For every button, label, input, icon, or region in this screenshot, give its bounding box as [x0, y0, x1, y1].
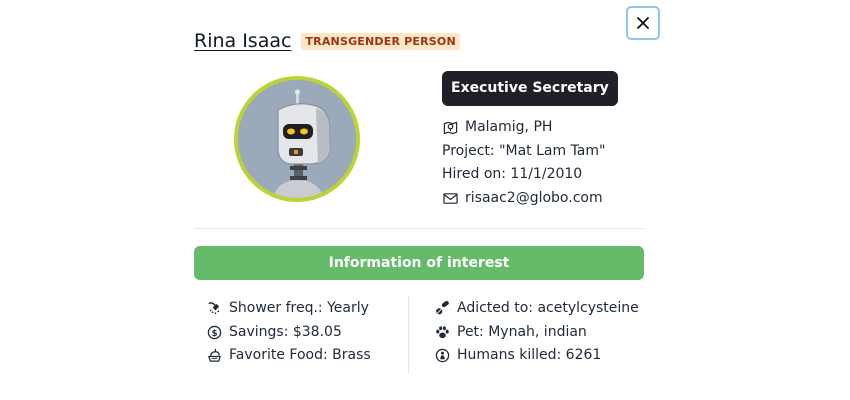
envelope-icon [442, 190, 458, 206]
location-text: Malamig, PH [465, 119, 553, 135]
email-row: risaac2@globo.com [442, 187, 605, 211]
item-text: Pet: Mynah, indian [457, 323, 587, 340]
information-of-interest-button[interactable]: Information of interest [194, 246, 644, 280]
section-divider [194, 228, 644, 229]
column-separator [408, 296, 409, 374]
close-icon [635, 15, 651, 31]
item-text: Savings: $38.05 [229, 323, 342, 340]
hired-text: Hired on: 11/1/2010 [442, 166, 583, 182]
item-text: Humans killed: 6261 [457, 347, 602, 363]
paw-icon [434, 324, 450, 340]
item-text: Adicted to: acetylcysteine [457, 300, 639, 316]
avatar [234, 76, 360, 202]
interest-list-right: Adicted to: acetylcysteine Pet: Mynah, i… [434, 297, 639, 368]
gender-badge: TRANSGENDER PERSON [301, 32, 460, 50]
location-row: Malamig, PH [442, 116, 605, 140]
person-icon [434, 348, 450, 364]
list-item: Adicted to: acetylcysteine [434, 297, 639, 321]
item-text: Shower freq.: Yearly [229, 300, 369, 316]
food-icon [206, 348, 222, 364]
list-item: Favorite Food: Brass [206, 344, 371, 368]
email-text: risaac2@globo.com [465, 189, 603, 206]
dollar-coin-icon: $ [206, 324, 222, 340]
interest-list-left: Shower freq.: Yearly $ Savings: $38.05 [206, 297, 371, 368]
list-item: $ Savings: $38.05 [206, 321, 371, 345]
item-text: Favorite Food: Brass [229, 347, 371, 363]
contact-details: Malamig, PH Project: "Mat Lam Tam" Hired… [442, 116, 605, 210]
map-pin-icon [442, 120, 458, 136]
project-row: Project: "Mat Lam Tam" [442, 140, 605, 164]
svg-text:$: $ [211, 328, 217, 338]
project-text: Project: "Mat Lam Tam" [442, 142, 606, 159]
job-title-badge: Executive Secretary [442, 71, 618, 106]
close-button[interactable] [626, 6, 660, 40]
list-item: Pet: Mynah, indian [434, 321, 639, 345]
profile-header: Rina Isaac TRANSGENDER PERSON [194, 30, 460, 52]
hired-row: Hired on: 11/1/2010 [442, 163, 605, 187]
list-item: Humans killed: 6261 [434, 344, 639, 368]
person-name-link[interactable]: Rina Isaac [194, 30, 292, 52]
pills-icon [434, 301, 450, 317]
list-item: Shower freq.: Yearly [206, 297, 371, 321]
robot-avatar [238, 80, 356, 198]
shower-icon [206, 301, 222, 317]
